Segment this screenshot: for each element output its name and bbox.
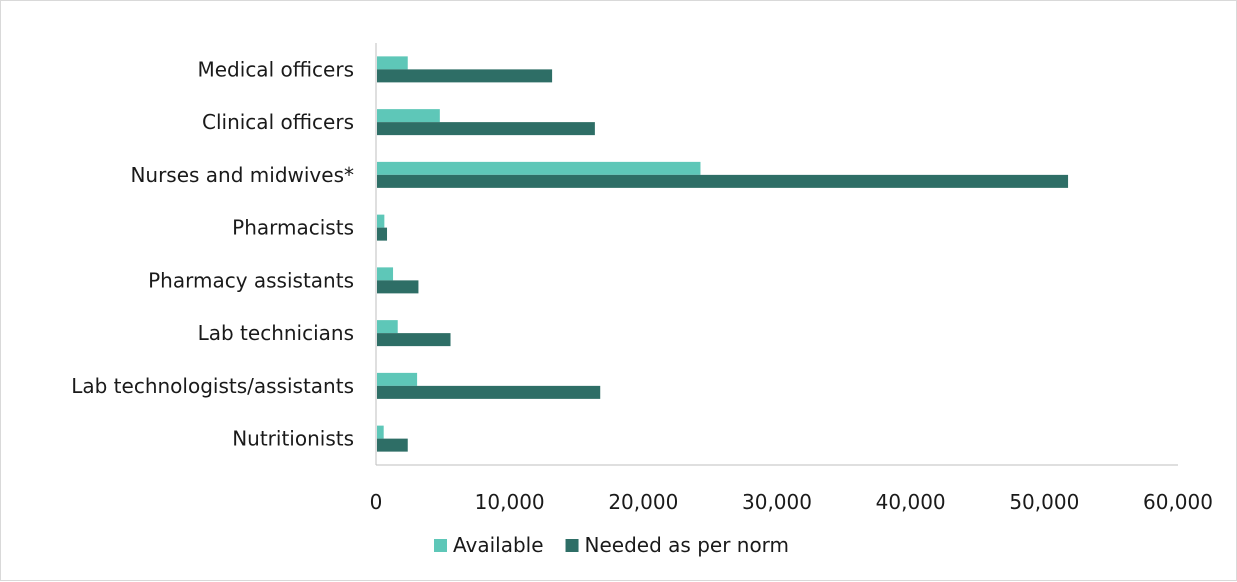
bar-needed-4: [377, 280, 419, 294]
category-label: Lab technicians: [198, 321, 354, 345]
bar-needed-6: [377, 385, 601, 399]
bar-available-4: [377, 267, 394, 281]
category-label: Nurses and midwives*: [130, 163, 354, 187]
category-label: Lab technologists/assistants: [71, 374, 354, 398]
legend-swatch-needed: [565, 539, 579, 552]
bar-needed-7: [377, 438, 408, 452]
x-tick-label: 50,000: [1009, 490, 1079, 514]
bar-needed-0: [377, 69, 553, 83]
bar-needed-1: [377, 122, 595, 136]
category-label: Pharmacy assistants: [148, 268, 354, 292]
bar-needed-5: [377, 333, 451, 347]
bar-available-2: [377, 161, 701, 175]
x-tick-label: 30,000: [742, 490, 812, 514]
legend-swatch-available: [434, 539, 447, 552]
x-tick-label: 40,000: [876, 490, 946, 514]
bar-available-1: [377, 109, 440, 123]
bar-needed-2: [377, 174, 1069, 188]
x-tick-label: 60,000: [1143, 490, 1213, 514]
x-tick-label: 0: [370, 490, 383, 514]
bar-needed-3: [377, 227, 388, 241]
category-label: Medical officers: [198, 57, 355, 81]
category-label: Clinical officers: [202, 110, 354, 134]
category-label: Nutritionists: [232, 427, 354, 451]
legend-label: Available: [453, 533, 544, 557]
x-tick-label: 10,000: [475, 490, 545, 514]
bar-available-0: [377, 56, 408, 70]
bar-available-3: [377, 214, 385, 228]
legend-label: Needed as per norm: [585, 533, 790, 557]
bar-available-5: [377, 320, 398, 334]
category-label: Pharmacists: [232, 216, 354, 240]
x-tick-label: 20,000: [608, 490, 678, 514]
bar-available-6: [377, 372, 418, 386]
bar-available-7: [377, 425, 384, 439]
